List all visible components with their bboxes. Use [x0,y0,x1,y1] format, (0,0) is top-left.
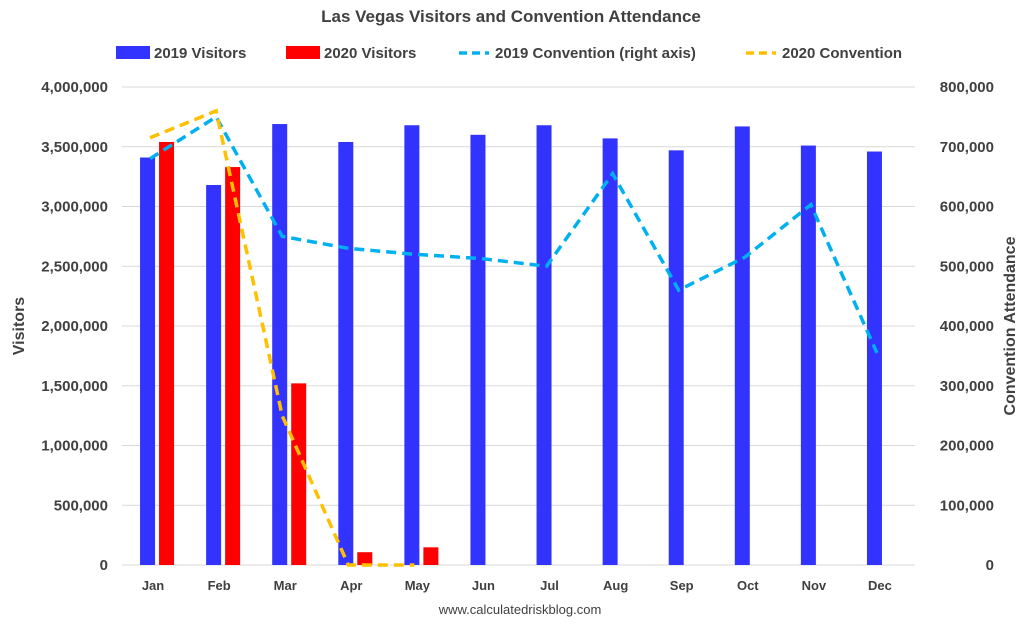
x-tick-label: Sep [670,578,694,593]
y-tick-label: 2,500,000 [41,258,108,275]
bars [140,124,882,566]
y2-tick-label: 0 [986,557,994,574]
source-credit: www.calculatedriskblog.com [438,602,602,617]
x-tick-label: May [405,578,431,593]
x-tick-label: Apr [340,578,362,593]
x-tick-label: Oct [737,578,759,593]
y-tick-label: 4,000,000 [41,79,108,96]
bar-2019-visitors [866,151,882,565]
bar-2019-visitors [404,125,420,566]
y-tick-label: 2,000,000 [41,318,108,335]
bar-2020-visitors [225,167,241,565]
bar-2019-visitors [668,150,684,565]
y-axis-title: Visitors [11,297,28,356]
legend-swatch [116,46,150,59]
gridlines [122,86,915,566]
bar-2019-visitors [536,125,552,566]
y2-tick-label: 300,000 [940,378,994,395]
right-axis-ticks: 0 100,000 200,000 300,000 400,000 500,000 600,… [940,79,994,574]
bar-2020-visitors [159,141,175,565]
y-tick-label: 1,500,000 [41,378,108,395]
x-tick-label: Mar [274,578,297,593]
x-tick-label: Jan [142,578,164,593]
y2-tick-label: 800,000 [940,79,994,96]
convention-lines [149,108,879,567]
bar-2020-visitors [291,383,307,565]
bar-2019-visitors [470,134,486,566]
legend-label: 2019 Visitors [154,45,246,62]
y-tick-label: 500,000 [54,497,108,514]
left-axis-ticks: 0 500,000 1,000,000 1,500,000 2,000,000 2,500… [41,79,108,574]
x-tick-label: Jun [472,578,495,593]
y2-tick-label: 400,000 [940,318,994,335]
y-tick-label: 0 [100,557,108,574]
bar-2019-visitors [206,184,222,566]
legend-label: 2019 Convention (right axis) [495,45,696,62]
x-tick-label: Dec [868,578,892,593]
y-tick-label: 1,000,000 [41,438,108,455]
bar-2019-visitors [272,124,288,566]
x-tick-label: Nov [802,578,827,593]
line-2019-convention-right-axis [149,114,879,354]
bar-2019-visitors [338,141,354,565]
y-tick-label: 3,000,000 [41,199,108,216]
y2-tick-label: 200,000 [940,438,994,455]
y-tick-label: 3,500,000 [41,139,108,156]
y2-tick-label: 700,000 [940,139,994,156]
bar-2020-visitors [357,552,373,565]
bar-2020-visitors [423,547,439,565]
legend-swatch [286,46,320,59]
y2-tick-label: 100,000 [940,497,994,514]
x-tick-label: Aug [603,578,628,593]
bar-2019-visitors [800,145,816,565]
y2-tick-label: 500,000 [940,258,994,275]
legend-label: 2020 Convention [782,45,902,62]
y2-tick-label: 600,000 [940,199,994,216]
chart-title: Las Vegas Visitors and Convention Attend… [321,7,701,26]
legend: 2019 Visitors 2020 Visitors 2019 Conventio… [116,45,902,62]
x-tick-label: Feb [208,578,231,593]
legend-label: 2020 Visitors [324,45,416,62]
bar-2019-visitors [602,138,618,565]
bar-2019-visitors [140,157,156,565]
x-axis-categories: Jan Feb Mar Apr May Jun Jul Aug Sep Oct Nov Dec [142,578,892,593]
line-2020-convention [149,108,415,567]
bar-2019-visitors [734,126,750,565]
y2-axis-title: Convention Attendance [1002,236,1019,415]
x-tick-label: Jul [540,578,559,593]
